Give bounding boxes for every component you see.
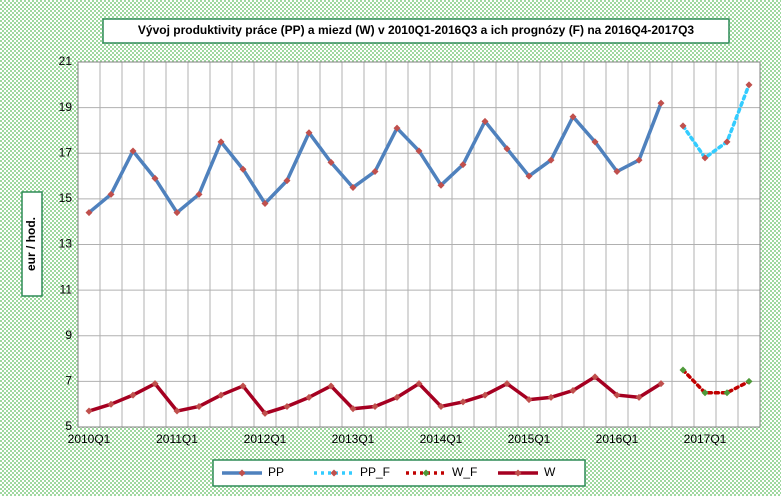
marker (635, 393, 643, 401)
marker (107, 400, 115, 408)
series-line (681, 368, 751, 395)
marker (503, 145, 511, 153)
marker (657, 99, 665, 107)
marker (393, 124, 401, 132)
marker (701, 389, 709, 397)
marker (591, 373, 599, 381)
marker (503, 380, 511, 388)
y-tick-label: 9 (65, 328, 72, 342)
x-tick-label: 2015Q1 (508, 432, 551, 446)
marker (129, 147, 137, 155)
chart-title: Vývoj produktivity práce (PP) a miezd (W… (138, 23, 695, 37)
marker (613, 391, 621, 399)
marker (481, 117, 489, 125)
marker (371, 168, 379, 175)
marker (305, 393, 313, 401)
marker (283, 402, 291, 410)
y-tick-label: 21 (59, 54, 73, 68)
x-tick-label: 2017Q1 (684, 432, 727, 446)
marker (151, 174, 159, 182)
x-tick-label: 2013Q1 (332, 432, 375, 446)
marker (195, 190, 203, 198)
legend-marker (514, 469, 522, 477)
marker (129, 391, 137, 399)
title-box (102, 18, 730, 44)
marker (261, 199, 269, 207)
marker (239, 165, 247, 173)
marker (173, 407, 181, 415)
marker (85, 209, 93, 217)
marker (107, 190, 115, 198)
marker (525, 396, 533, 404)
marker (327, 382, 335, 390)
y-tick-label: 5 (65, 419, 72, 433)
y-axis-label: eur / hod. (24, 217, 38, 271)
marker (261, 409, 269, 417)
x-tick-label: 2016Q1 (596, 432, 639, 446)
marker (701, 154, 709, 162)
marker (525, 172, 533, 180)
marker (569, 387, 577, 394)
marker (723, 138, 731, 146)
marker (657, 380, 665, 388)
marker (459, 398, 467, 406)
marker (415, 380, 423, 388)
marker (569, 113, 577, 121)
marker (547, 156, 555, 164)
legend-label: PP_F (360, 465, 390, 479)
marker (283, 177, 291, 185)
marker (635, 156, 643, 164)
marker (217, 391, 225, 399)
x-tick-label: 2012Q1 (244, 432, 287, 446)
legend-label: W_F (452, 465, 477, 479)
y-tick-label: 13 (59, 237, 73, 251)
y-tick-label: 19 (59, 100, 73, 114)
marker (305, 129, 313, 137)
marker (239, 382, 247, 390)
marker (745, 81, 753, 89)
marker (613, 168, 621, 175)
marker (217, 138, 225, 146)
plot-border (77, 61, 761, 428)
legend-label: PP (268, 465, 284, 479)
x-tick-label: 2011Q1 (156, 432, 198, 446)
marker (679, 122, 687, 130)
marker (85, 407, 93, 415)
marker (591, 138, 599, 146)
marker (745, 377, 753, 385)
x-tick-label: 2014Q1 (420, 432, 463, 446)
y-tick-label: 15 (59, 191, 73, 205)
marker (481, 391, 489, 399)
marker (437, 181, 445, 189)
legend-marker (238, 469, 246, 477)
marker (349, 183, 357, 191)
legend-marker (422, 469, 430, 477)
marker (393, 393, 401, 401)
marker (173, 209, 181, 217)
marker (349, 405, 357, 413)
marker (151, 380, 159, 388)
y-tick-label: 17 (59, 145, 73, 159)
x-tick-label: 2010Q1 (68, 432, 111, 446)
legend-label: W (544, 465, 556, 479)
marker (327, 158, 335, 166)
marker (195, 402, 203, 410)
y-tick-label: 11 (60, 282, 73, 296)
marker (459, 161, 467, 169)
marker (437, 402, 445, 410)
marker (371, 402, 379, 410)
y-tick-label: 7 (65, 374, 72, 388)
marker (415, 147, 423, 155)
marker (547, 393, 555, 401)
marker (679, 366, 687, 374)
legend-marker (330, 469, 338, 477)
y-label-box (21, 191, 43, 297)
series-line (681, 83, 751, 160)
marker (723, 389, 731, 397)
